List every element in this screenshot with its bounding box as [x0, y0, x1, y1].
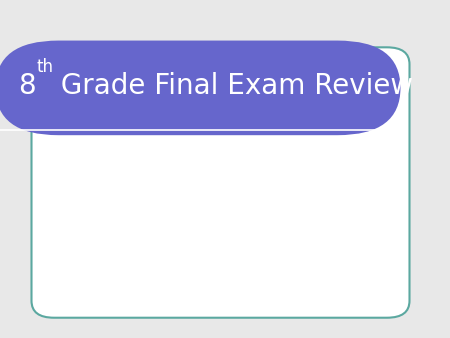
Text: 8: 8 — [18, 72, 36, 100]
FancyBboxPatch shape — [32, 47, 410, 318]
FancyBboxPatch shape — [0, 41, 400, 135]
Text: Grade Final Exam Review: Grade Final Exam Review — [52, 72, 413, 100]
Text: th: th — [37, 58, 54, 76]
